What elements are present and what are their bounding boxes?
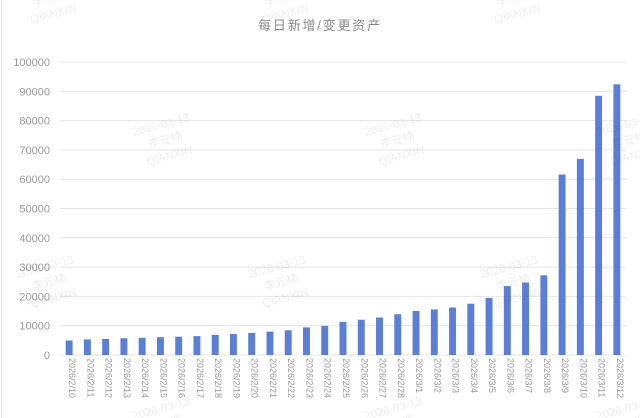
svg-text:2026/3/1: 2026/3/1 [414, 358, 424, 393]
svg-text:90000: 90000 [19, 86, 50, 98]
svg-text:2026/2/28: 2026/2/28 [396, 358, 406, 398]
svg-text:2026/3/2: 2026/3/2 [432, 358, 442, 393]
svg-text:2026/3/7: 2026/3/7 [524, 358, 534, 393]
svg-text:40000: 40000 [19, 233, 50, 245]
svg-text:2026/3/12: 2026/3/12 [615, 358, 625, 398]
svg-text:2026/3/9: 2026/3/9 [560, 358, 570, 393]
svg-text:2026/2/22: 2026/2/22 [286, 358, 296, 398]
svg-text:2026/2/24: 2026/2/24 [323, 358, 333, 398]
svg-text:60000: 60000 [19, 174, 50, 186]
svg-text:2026/2/15: 2026/2/15 [158, 358, 168, 398]
svg-text:50000: 50000 [19, 204, 50, 216]
svg-text:2026/3/10: 2026/3/10 [578, 358, 588, 398]
svg-text:2026/2/11: 2026/2/11 [85, 358, 95, 397]
svg-text:10000: 10000 [19, 321, 50, 333]
svg-text:2026/3/11: 2026/3/11 [597, 358, 607, 397]
svg-text:30000: 30000 [19, 262, 50, 274]
svg-text:2026/2/12: 2026/2/12 [104, 358, 114, 398]
svg-text:2026/2/25: 2026/2/25 [341, 358, 351, 398]
svg-text:2026/3/6: 2026/3/6 [505, 358, 515, 393]
svg-text:80000: 80000 [19, 116, 50, 128]
svg-text:2026/2/18: 2026/2/18 [213, 358, 223, 398]
svg-text:70000: 70000 [19, 145, 50, 157]
svg-text:2026/3/5: 2026/3/5 [487, 358, 497, 393]
svg-text:100000: 100000 [13, 57, 50, 69]
svg-text:2026/2/14: 2026/2/14 [140, 358, 150, 398]
svg-text:2026/2/21: 2026/2/21 [268, 358, 278, 398]
svg-text:2026/2/13: 2026/2/13 [122, 358, 132, 398]
svg-text:0: 0 [44, 350, 50, 362]
svg-text:2026/2/26: 2026/2/26 [359, 358, 369, 398]
svg-text:2026/2/17: 2026/2/17 [195, 358, 205, 398]
svg-text:2026/2/19: 2026/2/19 [231, 358, 241, 398]
svg-text:2026/3/4: 2026/3/4 [469, 358, 479, 393]
svg-text:20000: 20000 [19, 291, 50, 303]
svg-text:2026/2/20: 2026/2/20 [250, 358, 260, 398]
svg-text:2026/2/23: 2026/2/23 [304, 358, 314, 398]
svg-text:2026/2/27: 2026/2/27 [378, 358, 388, 398]
svg-text:2026/3/8: 2026/3/8 [542, 358, 552, 393]
svg-text:2026/3/3: 2026/3/3 [451, 358, 461, 393]
svg-text:2026/2/16: 2026/2/16 [177, 358, 187, 398]
svg-text:2026/2/10: 2026/2/10 [67, 358, 77, 398]
